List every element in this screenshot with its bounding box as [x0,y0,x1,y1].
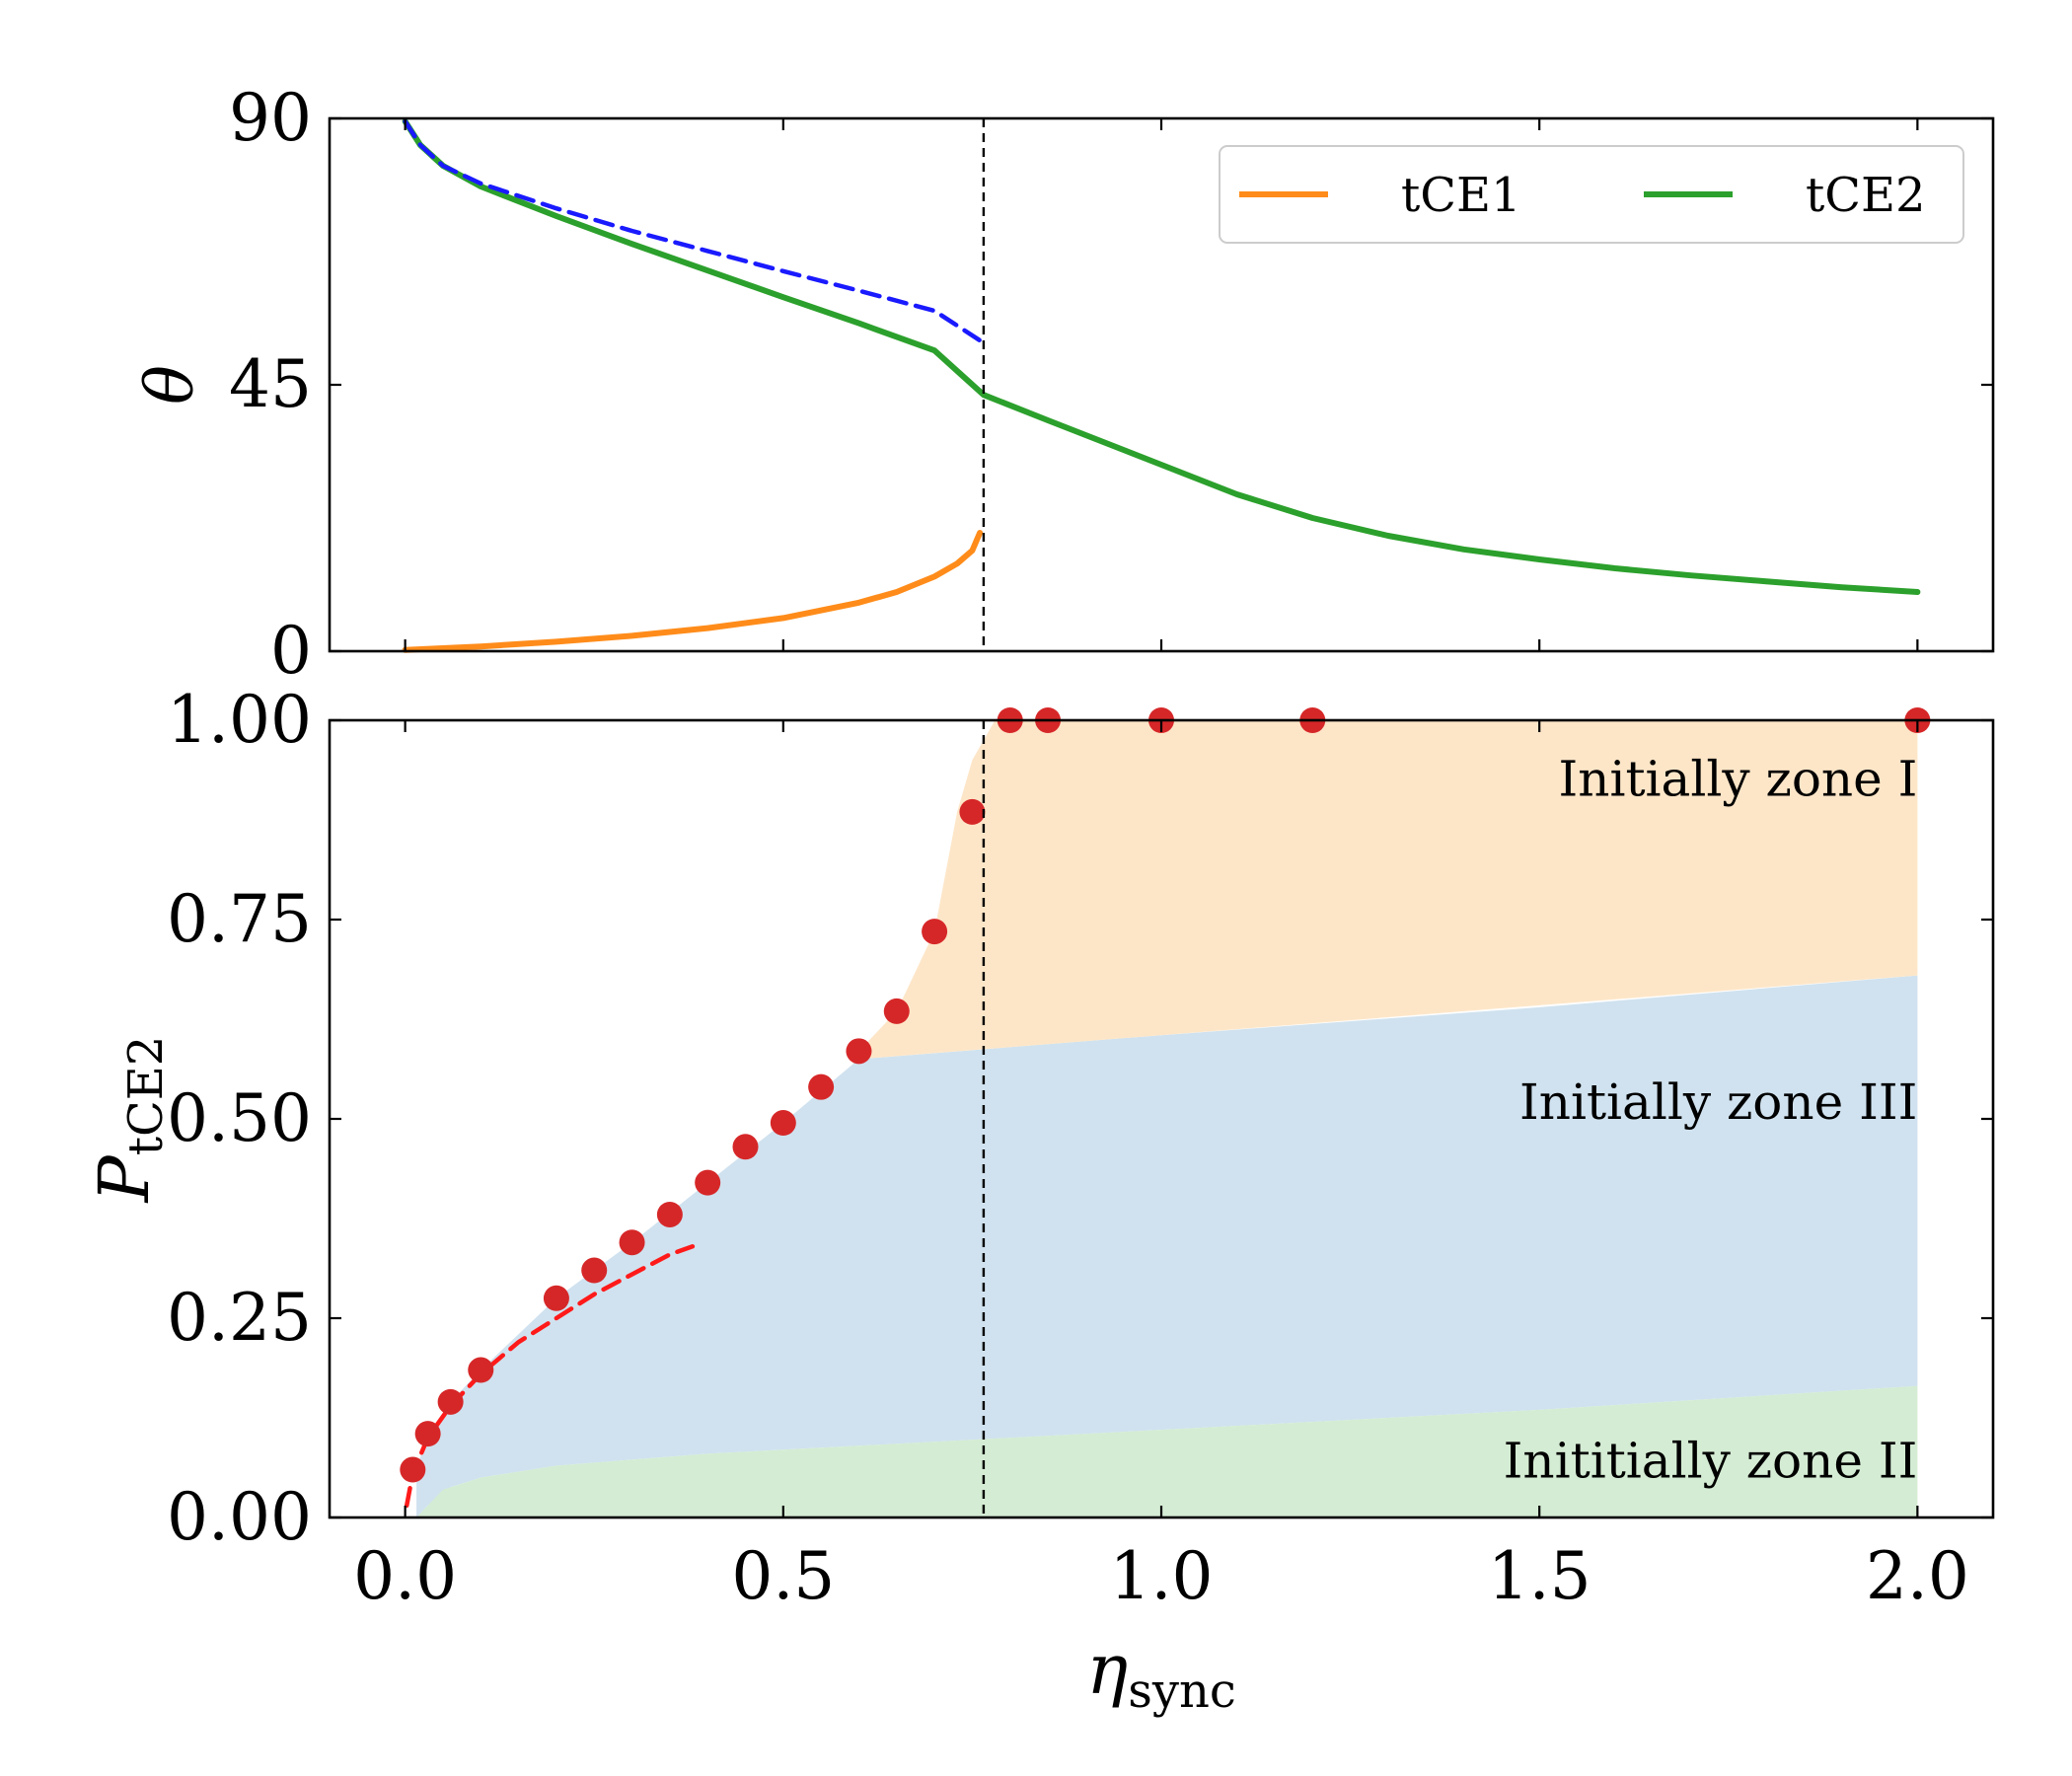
region-zone-II [416,1385,1918,1517]
series-line-tCE2 [402,118,1921,595]
bottom-x-axis-label: ηsync [1086,1629,1236,1719]
legend-label-tCE2: tCE2 [1806,168,1926,223]
top-y-axis-label: θ [132,365,208,405]
data-point [656,1201,683,1227]
bottom-y-tick-label: 0.25 [167,1280,312,1356]
region-zone-I [858,720,1918,1060]
data-point [543,1285,569,1311]
legend-box [1219,145,1964,244]
data-point [619,1229,645,1256]
bottom-y-tick-label: 0.75 [167,881,312,957]
data-point [770,1110,796,1137]
bottom-panel: 0.0 0.5 1.0 1.5 2.0 0.00 0.25 0.50 0.75 1.00 Init… [84,682,1995,1719]
bottom-y-tick-label: 1.00 [167,682,312,758]
fit-curve-dashed [404,1244,696,1509]
region-zone-III [416,975,1918,1517]
data-point [846,1038,872,1065]
legend: tCE1 tCE2 [1219,145,1964,244]
data-point [581,1257,608,1284]
data-point [695,1169,721,1196]
bottom-y-tick-label: 0.50 [167,1080,312,1156]
bottom-x-tick-label: 0.0 [353,1538,457,1614]
top-y-tick-label: 45 [229,346,312,422]
bottom-x-tick-label: 2.0 [1866,1538,1969,1614]
bottom-x-tick-label: 1.5 [1488,1538,1591,1614]
bottom-x-tick-label: 0.5 [731,1538,835,1614]
top-y-tick-label: 0 [270,613,312,689]
data-point [959,798,986,825]
zone-label: Initially zone III [1519,1073,1917,1131]
data-point [922,919,948,945]
bottom-axes-frame [328,718,1995,1519]
bottom-y-axis-label: PtCE2 [84,1036,174,1205]
zone-label: Inititially zone II [1504,1432,1918,1489]
data-point [808,1073,835,1100]
bottom-y-tick-label: 0.00 [167,1479,312,1555]
data-point [883,998,910,1024]
dashed-reference-line [403,118,983,343]
series-line-tCE1 [402,530,984,653]
top-panel: 0 45 90 θ tCE1 tCE2 [132,80,1995,689]
top-axes-frame [328,116,1995,653]
data-point [468,1357,494,1383]
legend-label-tCE1: tCE1 [1401,168,1521,223]
data-point [437,1388,464,1415]
data-point [400,1456,426,1483]
zone-label: Initially zone I [1559,751,1918,808]
top-y-tick-label: 90 [229,80,312,156]
data-point [732,1134,759,1160]
data-point [414,1421,441,1447]
bottom-x-tick-label: 1.0 [1110,1538,1214,1614]
